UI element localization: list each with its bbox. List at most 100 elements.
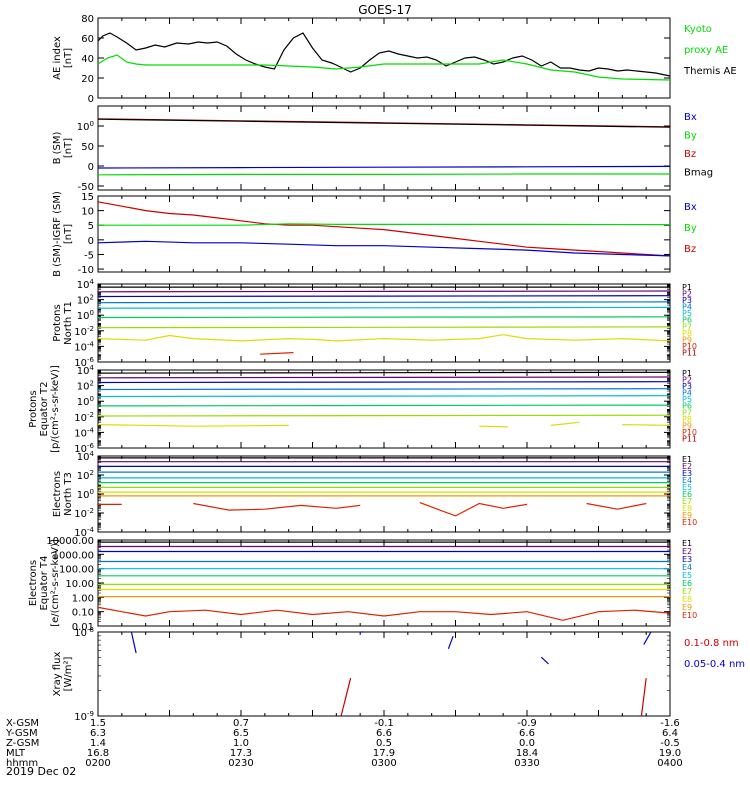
- legend-item: Bz: [684, 244, 696, 255]
- y-tick-label: -10: [78, 265, 94, 276]
- y-tick-label: 100: [77, 120, 94, 133]
- x-tick-label: 6.6: [376, 728, 392, 739]
- y-tick-label: 10-8: [74, 626, 94, 639]
- legend-item: Bx: [684, 112, 697, 123]
- x-row-label: MLT: [6, 748, 26, 759]
- legend-item: E6: [682, 490, 692, 499]
- x-tick-label: 0230: [228, 758, 253, 769]
- y-axis-label: ElectronsEquator T4[e/(cm²-s-sr-keV)]: [28, 539, 61, 627]
- series-line-bx: [97, 240, 671, 257]
- legend-item: P9: [682, 421, 692, 430]
- x-tick-label: 0330: [514, 758, 539, 769]
- panel-ae: 0 20 40 60 80 AE index[nT] Kyoto proxy AE Themis…: [52, 14, 737, 105]
- legend-item: Kyoto: [684, 24, 712, 35]
- y-tick-label: -5: [84, 250, 94, 261]
- y-axis-label: Xray flux[W/m²]: [52, 652, 74, 697]
- series-line-p4: [97, 301, 671, 304]
- series-line-bx: [97, 165, 671, 169]
- x-tick-label: -0.9: [517, 718, 537, 729]
- y-tick-label: 10-6: [74, 356, 94, 369]
- y-tick-label: 100.00: [59, 565, 94, 576]
- x-tick-label: -1.6: [660, 718, 680, 729]
- legend-item: E7: [682, 587, 692, 596]
- y-tick-label: 1.00: [72, 593, 94, 604]
- legend-item: E1: [682, 539, 692, 548]
- y-tick-label: 10-4: [74, 340, 94, 353]
- panel-frame: [97, 17, 671, 99]
- panel-frame: [97, 455, 671, 533]
- y-tick-label: 0.01: [72, 622, 94, 633]
- series-line-b4: [540, 656, 549, 665]
- y-tick-label: 104: [77, 278, 95, 291]
- y-tick-label: 0: [88, 236, 94, 247]
- panel-eequator: 0.01 0.10 1.00 10.00 100.00 1000.00 10000.00El…: [28, 536, 697, 633]
- legend-item: Themis AE: [683, 66, 737, 77]
- y-tick-label: 100: [77, 395, 94, 408]
- y-tick-label: 10: [81, 207, 94, 218]
- x-tick-label: 0200: [85, 758, 110, 769]
- y-tick-label: 10-2: [74, 507, 94, 520]
- y-tick-label: 0.10: [72, 608, 94, 619]
- series-line-p8: [97, 424, 289, 427]
- legend-item: E9: [682, 511, 692, 520]
- legend-item: P2: [682, 376, 692, 385]
- y-axis-label: B (SM)-IGRF (SM)[nT]: [52, 191, 74, 277]
- series-line-bmag: [97, 118, 671, 128]
- series-line-p8b: [479, 425, 508, 428]
- x-tick-label: 18.4: [516, 748, 538, 759]
- legend-item: By: [684, 131, 697, 142]
- panel-frame: [97, 631, 671, 717]
- legend-item: P3: [682, 382, 692, 391]
- legend-item: P1: [682, 369, 692, 378]
- y-axis-label: B (SM)[nT]: [52, 131, 74, 164]
- legend-item: E4: [682, 476, 692, 485]
- y-tick-label: 10-9: [74, 710, 94, 723]
- series-line-b3: [447, 635, 454, 650]
- y-tick-label: 104: [77, 450, 95, 463]
- series-line-p3: [97, 295, 671, 298]
- series-line-r1: [340, 678, 352, 717]
- series-line-p8c: [550, 421, 580, 426]
- series-line-by: [97, 173, 670, 176]
- y-axis-label: AE index[nT]: [52, 36, 74, 80]
- y-tick-label: 10-2: [74, 411, 94, 424]
- legend-item: Bmag: [684, 168, 713, 179]
- x-tick-label: 6.4: [662, 728, 678, 739]
- x-tick-label: -0.1: [374, 718, 394, 729]
- panel-bigrf: -10 -5 0 5 10 15 B (SM)-IGRF (SM)[nT] Bx By Bz: [52, 191, 697, 277]
- y-axis-label: ElectronsNorth T3: [52, 471, 74, 517]
- y-tick-label: 0: [88, 94, 94, 105]
- legend-item: P8: [682, 329, 692, 338]
- legend-item: P5: [682, 395, 692, 404]
- series-line-p7: [97, 326, 671, 329]
- series-line-kyoto-proxy-ae: [97, 54, 671, 81]
- y-tick-label: 15: [81, 192, 94, 203]
- legend-item: Bz: [684, 149, 696, 160]
- y-tick-label: 5: [88, 221, 94, 232]
- legend-item: E8: [682, 504, 692, 513]
- y-tick-label: 102: [77, 380, 94, 393]
- y-axis-label: ProtonsNorth T1: [52, 301, 74, 345]
- legend-item: E9: [682, 603, 692, 612]
- legend-item: P4: [682, 389, 692, 398]
- series-line-bz: [97, 201, 671, 257]
- y-tick-label: 50: [81, 142, 94, 153]
- x-tick-label: 1.0: [233, 738, 249, 749]
- x-tick-label: 0300: [371, 758, 396, 769]
- series-line-p4: [97, 388, 671, 391]
- legend-item: By: [684, 223, 697, 234]
- legend-item: P9: [682, 335, 692, 344]
- legend-item: E5: [682, 483, 692, 492]
- y-tick-label: -50: [78, 182, 94, 193]
- legend-item: P11: [682, 348, 697, 357]
- legend-item: P6: [682, 402, 692, 411]
- legend-item: P5: [682, 309, 692, 318]
- legend-item: P10: [682, 342, 697, 351]
- series-line-p5: [97, 395, 671, 398]
- y-tick-label: 40: [81, 54, 94, 65]
- series-line-b5: [643, 631, 652, 645]
- legend-item: E2: [682, 547, 692, 556]
